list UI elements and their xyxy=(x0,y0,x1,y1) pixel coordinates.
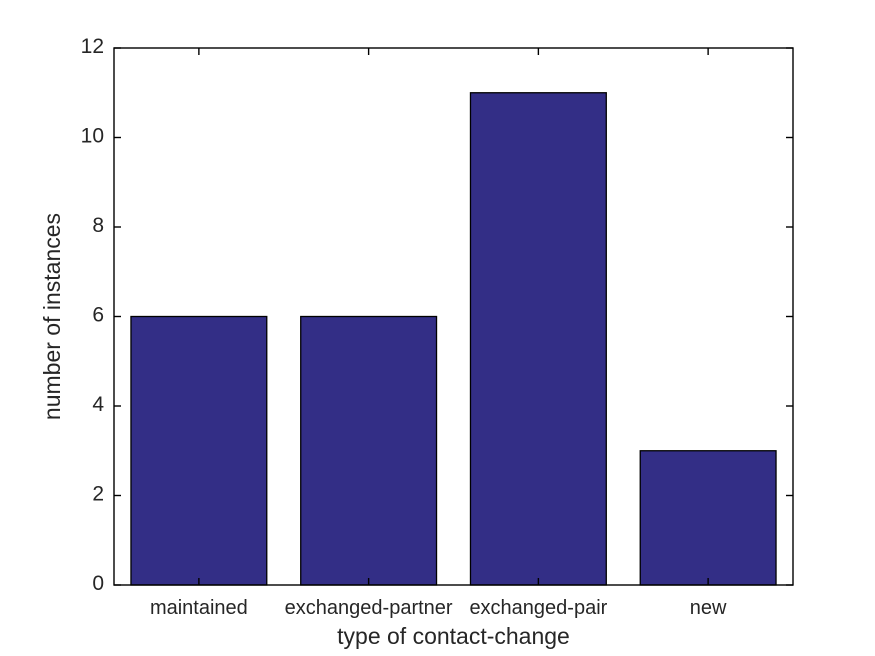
svg-text:10: 10 xyxy=(81,125,104,148)
svg-text:12: 12 xyxy=(81,35,104,58)
svg-text:exchanged-partner: exchanged-partner xyxy=(285,597,453,619)
svg-text:exchanged-pair: exchanged-pair xyxy=(469,597,607,619)
svg-text:6: 6 xyxy=(92,304,104,327)
svg-text:new: new xyxy=(690,597,727,619)
svg-text:4: 4 xyxy=(92,393,104,416)
svg-text:0: 0 xyxy=(92,572,104,595)
svg-text:8: 8 xyxy=(92,214,104,237)
svg-text:maintained: maintained xyxy=(150,597,248,619)
svg-text:type of contact-change: type of contact-change xyxy=(337,623,570,649)
svg-text:number of instances: number of instances xyxy=(39,213,65,420)
svg-text:2: 2 xyxy=(92,483,104,506)
